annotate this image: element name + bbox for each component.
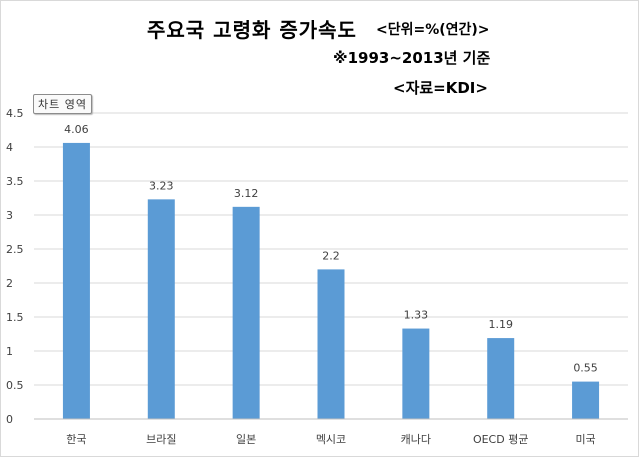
x-category-label: OECD 평균 [473, 433, 529, 446]
y-tick-label: 0.5 [6, 379, 24, 392]
source-note: <자료=KDI> [393, 79, 488, 97]
y-tick-label: 3.5 [6, 175, 24, 188]
y-tick-label: 4.5 [6, 107, 24, 120]
x-category-label: 일본 [236, 432, 256, 446]
data-label: 3.12 [234, 187, 259, 200]
bar[interactable] [402, 328, 430, 419]
y-tick-label: 1.5 [6, 311, 24, 324]
x-category-label: 미국 [575, 433, 595, 446]
y-tick-label: 3 [6, 209, 13, 222]
data-label: 4.06 [64, 123, 89, 136]
bar[interactable] [317, 269, 345, 419]
bar[interactable] [572, 381, 600, 419]
y-tick-label: 1 [6, 345, 13, 358]
data-label: 1.19 [488, 318, 513, 331]
unit-note: <단위=%(연간)> [376, 22, 490, 38]
y-tick-label: 4 [6, 141, 13, 154]
x-category-label: 멕시코 [316, 433, 346, 446]
chart-area-tooltip: 차트 영역 [33, 94, 92, 114]
period-note: ※1993~2013년 기준 [333, 49, 491, 67]
data-label: 1.33 [404, 309, 429, 322]
x-category-label: 한국 [66, 433, 86, 446]
chart-title: 주요국 고령화 증가속도 [147, 18, 357, 42]
data-label: 3.23 [149, 179, 174, 192]
data-label: 2.2 [322, 249, 340, 262]
x-category-label: 캐나다 [401, 433, 431, 446]
bar[interactable] [487, 338, 515, 419]
y-tick-label: 0 [6, 413, 13, 426]
data-label: 0.55 [573, 362, 598, 375]
y-tick-label: 2.5 [6, 243, 24, 256]
x-category-label: 브라질 [146, 433, 176, 446]
bar[interactable] [62, 142, 90, 420]
bar[interactable] [232, 206, 260, 419]
bar[interactable] [147, 199, 175, 419]
y-tick-label: 2 [6, 277, 13, 290]
